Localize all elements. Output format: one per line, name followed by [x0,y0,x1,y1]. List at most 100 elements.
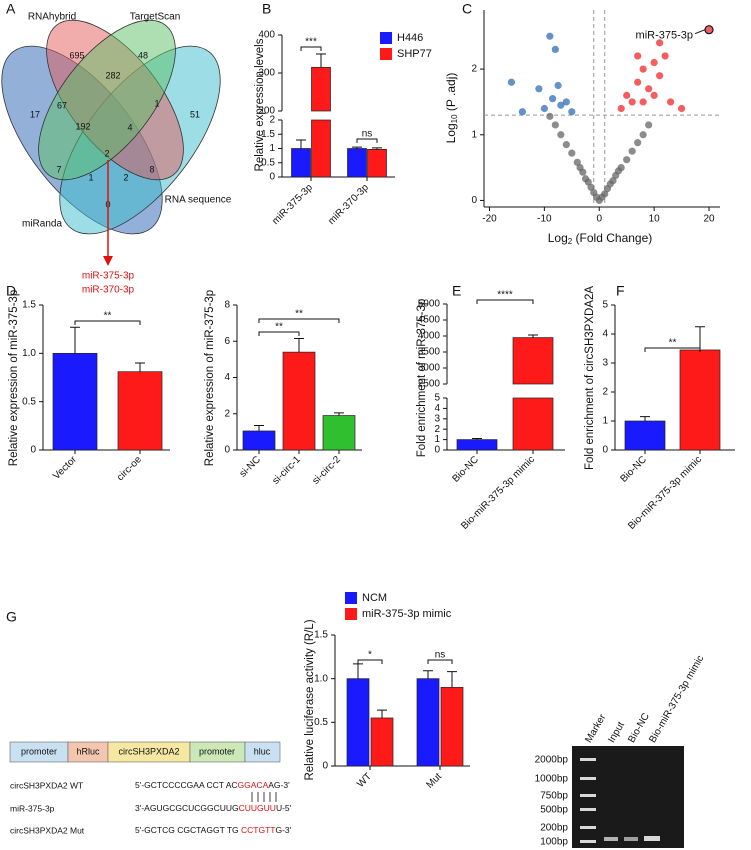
point [507,78,516,86]
y-tick-label: 1.0 [314,673,328,684]
x-tick-label: miR-370-3p [326,182,371,227]
point [568,149,576,157]
seq-label: miR-375-3p [10,803,55,813]
arrow-head [103,256,113,266]
venn-label: miRanda [22,219,62,230]
y-axis-label: Relative luciferase activity (R/L) [304,619,316,780]
venn-count: 695 [69,50,84,60]
legend-swatch [380,32,392,44]
error-bar [423,670,433,679]
error-bar [294,338,304,353]
y-tick-label: 0 [434,445,440,456]
band [624,837,638,841]
band [580,840,596,843]
point [546,112,554,120]
bar [242,430,276,451]
band [580,808,596,811]
bar [679,349,721,451]
error-bar [334,412,344,416]
sig-bracket [300,46,322,51]
band [644,836,660,841]
y-tick-label: 2 [471,64,477,75]
bar [367,149,387,178]
bar [311,66,331,112]
venn-count: 192 [75,121,90,131]
point [617,104,625,113]
venn-count: 4 [127,122,132,132]
point [634,78,642,86]
point [645,85,653,93]
bar [416,678,440,767]
seq-label: circSH3PXDA2 Mut [10,825,85,835]
bar [322,415,356,451]
legend-label: SHP77 [397,48,432,60]
point [562,98,570,106]
x-tick-label: -10 [537,214,552,225]
venn-count: 2 [104,148,109,158]
x-tick-label: miR-375-3p [270,182,315,227]
construct-block [244,741,281,763]
y-tick-label: 200 [258,106,275,117]
bar [456,439,498,451]
point [535,85,543,93]
construct-label: hluc [254,746,271,756]
ladder-label: 2000bp [535,755,569,766]
point [549,95,557,103]
lane-label: Bio-miR-375-3p mimic [647,654,706,745]
gel-bands [580,758,660,843]
point [656,39,664,47]
error-bar [352,146,362,149]
y-axis-label: Fold enrichment of circSH3PXDA2A [584,286,596,470]
seq-part: G-3' [275,825,291,835]
y-tick-label: 0 [30,445,36,456]
error-bar [528,334,538,338]
y-tick-label: 5000 [418,299,441,310]
legend-label: NCM [362,592,387,604]
sig-bracket [356,138,378,143]
y-tick-label: 0 [471,195,477,206]
sig-bracket [258,318,340,323]
y-tick-label: 1 [602,416,608,427]
bar [346,678,370,767]
x-tick-label: WT [355,771,374,790]
y-tick-label: 0 [602,445,608,456]
point [623,156,631,164]
lane-label: Marker [583,712,608,745]
point [705,26,713,34]
x-tick-label: si-NC [238,454,263,479]
sig-label: *** [305,37,317,48]
ladder-label: 100bp [540,837,568,848]
y-axis-label: Fold enrichment of miR-375-3p [416,299,428,458]
point [614,167,623,175]
error-bar [135,362,145,372]
point [634,139,642,147]
bar [624,420,666,451]
error-bar [695,326,705,350]
venn-count: 2 [123,172,128,182]
y-axis-label: Relative expression levels [254,38,266,171]
error-bar [70,326,80,354]
y-tick-label: 3500 [418,347,441,358]
legend-swatch [345,592,357,604]
y-tick-label: 5 [602,300,608,311]
error-bar [296,139,306,149]
sig-bracket [476,299,534,304]
band [580,758,596,761]
point [639,65,647,73]
seq-part: U-5' [276,803,292,813]
point [546,32,554,40]
point [650,91,658,99]
venn [1,19,221,235]
sig-bracket [357,659,383,664]
sig-bracket [427,659,453,664]
bar [311,119,331,178]
bar [291,148,311,178]
x-tick-label: si-circ-1 [270,454,303,487]
venn-count: 8 [149,164,154,174]
y-tick-label: 1.0 [22,348,36,359]
axis-label-part: Log [444,123,458,143]
point [609,177,617,185]
y-tick-label: 400 [258,30,275,41]
ladder-label: 1000bp [535,774,569,785]
